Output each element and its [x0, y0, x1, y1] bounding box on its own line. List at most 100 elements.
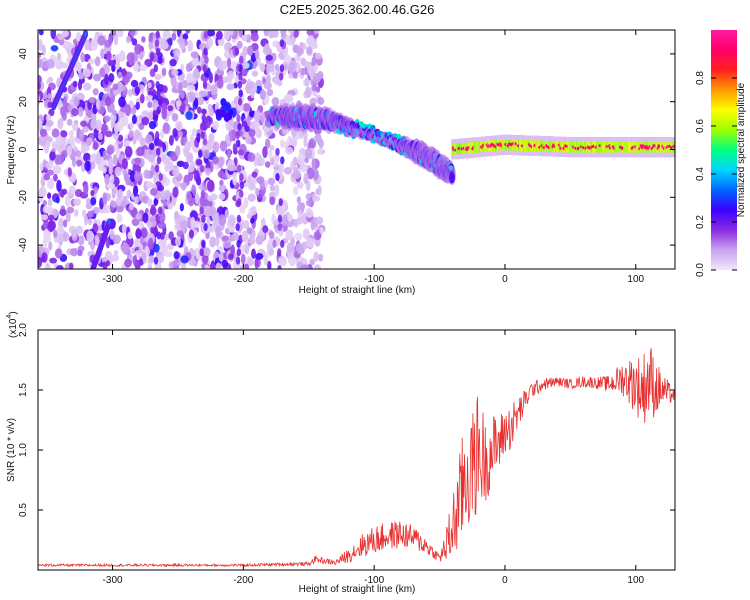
noise-cell: [93, 186, 98, 194]
x-tick-label: 0: [502, 575, 508, 586]
noise-cell: [176, 37, 185, 45]
noise-cell: [72, 122, 79, 132]
noise-cell: [237, 149, 245, 156]
noise-cell: [267, 238, 274, 247]
noise-cell: [48, 108, 55, 117]
noise-cell: [62, 231, 68, 239]
stripe-cell: [202, 80, 208, 89]
noise-cell: [188, 229, 195, 239]
noise-cell: [90, 161, 96, 170]
stripe-cell: [156, 147, 161, 156]
noise-cell: [264, 43, 270, 54]
noise-cell: [206, 216, 211, 227]
noise-cell: [306, 46, 313, 55]
noise-cell: [124, 258, 132, 268]
noise-cell: [303, 172, 309, 181]
noise-cell: [49, 257, 57, 264]
noise-cell: [83, 214, 88, 226]
stripe-cell: [157, 55, 163, 64]
noise-cell: [134, 157, 142, 165]
noise-cell: [308, 138, 317, 149]
noise-cell: [45, 264, 52, 269]
noise-cell: [218, 192, 226, 201]
noise-cell: [296, 217, 303, 225]
noise-cell: [38, 118, 43, 130]
noise-cell: [172, 30, 177, 34]
noise-cell: [56, 33, 65, 41]
noise-cell: [263, 254, 269, 266]
noise-cell: [283, 63, 288, 71]
noise-cell: [254, 49, 260, 60]
noise-cell: [117, 71, 123, 79]
noise-cell: [241, 69, 248, 77]
noise-cell: [190, 51, 199, 59]
noise-cell: [299, 163, 308, 173]
noise-cell: [141, 36, 146, 43]
noise-cell: [186, 84, 196, 92]
noise-cell: [171, 112, 179, 122]
noise-cell: [254, 257, 259, 269]
x-tick-label: -300: [103, 274, 123, 285]
noise-cell: [66, 206, 75, 214]
noise-cell: [306, 35, 315, 47]
noise-cell: [213, 251, 220, 259]
noise-cell: [60, 130, 68, 138]
noise-cell: [71, 108, 79, 117]
noise-cell: [253, 109, 262, 122]
noise-cell: [43, 234, 52, 243]
noise-cell: [224, 134, 230, 143]
noise-cell: [209, 262, 216, 269]
stripe-cell: [235, 131, 240, 140]
noise-cell: [199, 194, 206, 207]
noise-cell: [112, 234, 121, 245]
noise-cell: [52, 165, 62, 175]
noise-cell: [131, 217, 140, 227]
stripe-cell: [153, 198, 159, 207]
noise-cell: [131, 114, 137, 125]
noise-cell: [129, 121, 134, 129]
noise-cell: [164, 250, 173, 258]
noise-cell: [250, 217, 255, 224]
noise-cell: [92, 141, 99, 150]
noise-cell: [56, 154, 65, 165]
noise-cell: [259, 88, 266, 100]
noise-cell: [83, 82, 92, 91]
noise-cell: [50, 45, 59, 52]
noise-cell: [185, 30, 191, 35]
noise-cell: [84, 39, 91, 51]
noise-cell: [264, 138, 271, 149]
noise-cell: [212, 120, 219, 130]
noise-cell: [139, 137, 146, 147]
stripe-cell: [155, 47, 161, 56]
noise-cell: [124, 140, 130, 147]
noise-cell: [172, 167, 180, 178]
noise-cell: [186, 72, 194, 84]
noise-cell: [268, 231, 275, 239]
noise-cell: [215, 225, 222, 238]
noise-cell: [317, 97, 325, 105]
stripe-cell: [279, 64, 285, 73]
noise-cell: [55, 265, 64, 269]
noise-cell: [247, 258, 254, 267]
noise-cell: [147, 101, 153, 109]
spectrogram-cells: [38, 30, 675, 269]
noise-cell: [182, 33, 189, 41]
noise-cell: [152, 89, 157, 98]
svg-text:(x104): (x104): [6, 311, 19, 338]
noise-cell: [75, 31, 81, 42]
noise-cell: [172, 259, 178, 269]
noise-cell: [169, 59, 177, 67]
noise-cell: [222, 240, 232, 249]
noise-cell: [256, 176, 265, 184]
noise-cell: [296, 243, 304, 254]
noise-cell: [132, 185, 139, 197]
noise-cell: [314, 52, 322, 60]
noise-cell: [215, 235, 220, 247]
stripe-cell: [236, 139, 241, 148]
stripe-cell: [153, 256, 159, 265]
noise-cell: [236, 40, 243, 49]
noise-cell: [317, 253, 324, 262]
noise-cell: [139, 93, 145, 104]
noise-cell: [263, 30, 269, 37]
